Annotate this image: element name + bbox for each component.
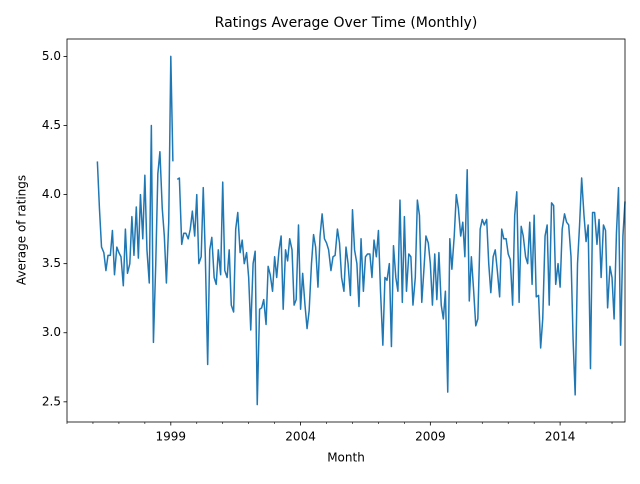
x-axis-label: Month bbox=[327, 451, 365, 465]
chart-title: Ratings Average Over Time (Monthly) bbox=[215, 15, 478, 31]
y-tick-label: 5.0 bbox=[42, 49, 61, 63]
x-tick-label: 2014 bbox=[545, 430, 576, 444]
y-tick-label: 3.0 bbox=[42, 325, 61, 339]
line-series bbox=[96, 55, 626, 406]
x-tick-label: 2009 bbox=[415, 430, 446, 444]
y-tick-label: 2.5 bbox=[42, 394, 61, 408]
y-tick-label: 4.0 bbox=[42, 187, 61, 201]
y-tick-label: 3.5 bbox=[42, 256, 61, 270]
x-tick-label: 1999 bbox=[156, 430, 187, 444]
plot-frame bbox=[66, 38, 626, 423]
y-tick-label: 4.5 bbox=[42, 118, 61, 132]
x-tick-label: 2004 bbox=[285, 430, 316, 444]
y-axis-label: Average of ratings bbox=[15, 175, 29, 285]
